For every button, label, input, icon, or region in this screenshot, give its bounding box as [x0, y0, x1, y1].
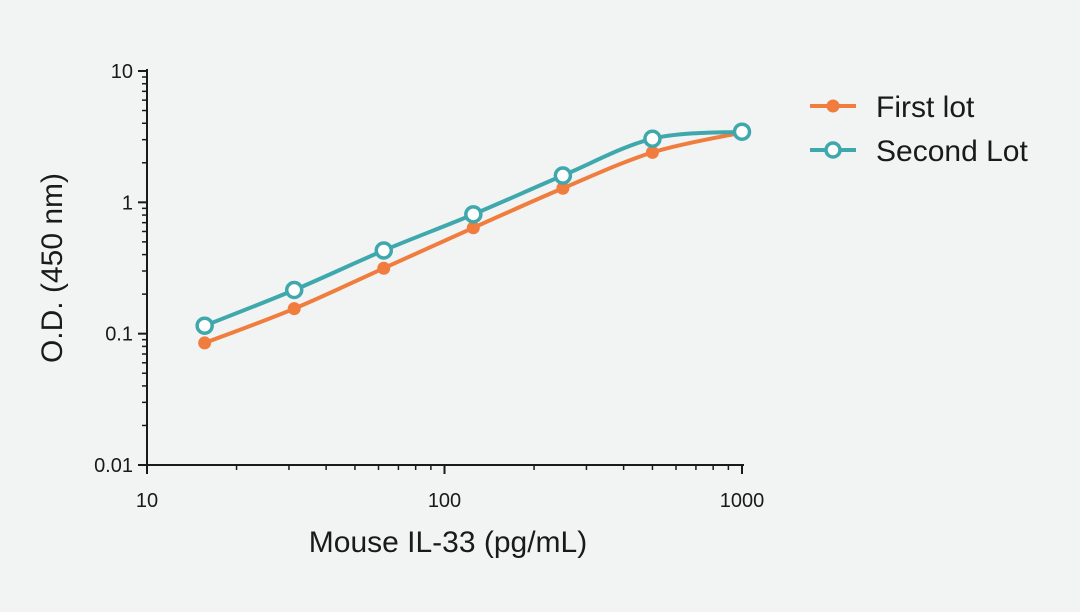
data-point — [556, 181, 570, 195]
series-line — [203, 130, 743, 345]
x-tick-label: 1000 — [720, 490, 765, 512]
data-point — [198, 336, 212, 350]
series-2 — [195, 122, 752, 335]
legend-label: First lot — [876, 91, 975, 124]
legend-item: First lot — [810, 91, 975, 124]
y-tick-label: 0.1 — [105, 324, 133, 346]
data-point — [287, 302, 301, 316]
data-point — [377, 261, 391, 275]
data-point — [645, 145, 659, 159]
y-tick-label: 10 — [111, 61, 133, 83]
x-tick-label: 10 — [136, 490, 158, 512]
legend-label: Second Lot — [876, 135, 1028, 168]
data-point — [464, 205, 483, 224]
data-point — [643, 129, 662, 148]
data-point — [284, 280, 304, 300]
y-axis-title: O.D. (450 nm) — [36, 173, 69, 363]
data-point — [732, 122, 752, 141]
y-tick-label: 1 — [122, 192, 133, 214]
legend-marker — [826, 99, 840, 113]
y-tick-label: 0.01 — [94, 455, 133, 477]
legend-marker — [824, 141, 842, 159]
x-axis-title: Mouse IL-33 (pg/mL) — [309, 526, 587, 559]
legend-item: Second Lot — [810, 135, 1028, 168]
legend: First lot Second Lot — [810, 91, 1028, 168]
x-tick-label: 100 — [428, 490, 461, 512]
data-point — [466, 221, 480, 235]
series-layer — [195, 122, 752, 350]
series-1 — [198, 126, 749, 350]
data-point — [374, 241, 394, 260]
data-point — [553, 166, 573, 185]
axes: 0.01 0.1 1 10 10 100 1000 — [94, 61, 764, 512]
data-point — [195, 316, 214, 335]
